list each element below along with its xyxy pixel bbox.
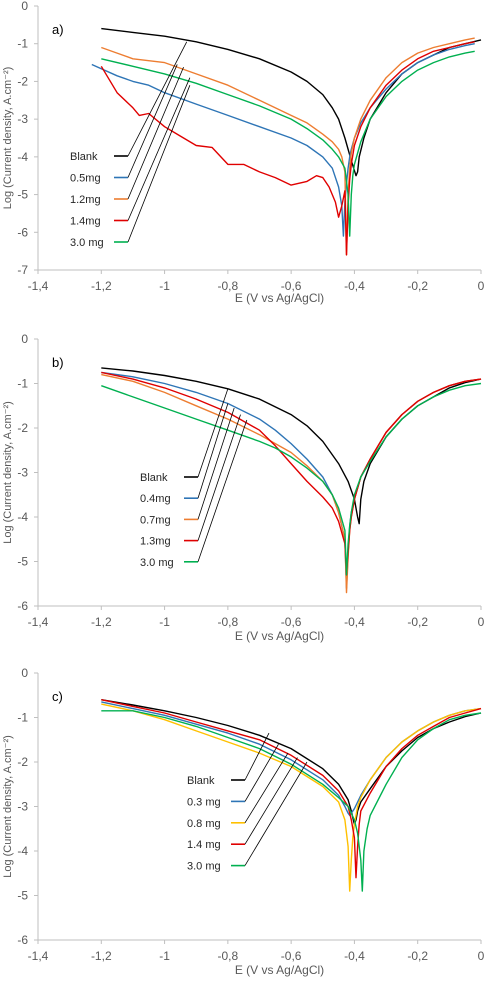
y-tick-label: 0 bbox=[21, 332, 28, 346]
y-axis-label: Log (Current density, A.cm⁻²) bbox=[2, 67, 14, 210]
y-tick-label: -7 bbox=[17, 263, 28, 277]
x-tick-label: -0,2 bbox=[407, 279, 428, 293]
series-line-1 bbox=[101, 699, 482, 825]
legend-leader-line bbox=[244, 757, 298, 845]
x-tick-label: -0,8 bbox=[218, 949, 239, 963]
legend-label: Blank bbox=[187, 775, 215, 787]
x-tick-label: -0,4 bbox=[344, 949, 365, 963]
legend-leader-line bbox=[197, 414, 241, 541]
chart-panel-3: -1,4 -1,2 -1 -0,8 -0,6 -0,4 -0,2 0 0 -1 -2 -3 -4 -5 -6… bbox=[2, 666, 484, 977]
y-tick-label: -2 bbox=[17, 74, 28, 88]
x-axis-label: E (V vs Ag/AgCl) bbox=[235, 629, 324, 643]
y-tick-label: -2 bbox=[17, 421, 28, 435]
y-tick-label: -1 bbox=[17, 711, 28, 725]
series-line-4 bbox=[100, 41, 475, 256]
y-tick-label: -4 bbox=[17, 844, 28, 858]
x-tick-label: -1 bbox=[159, 279, 170, 293]
y-tick-label: -1 bbox=[17, 377, 28, 391]
y-tick-label: -6 bbox=[17, 225, 28, 239]
legend-label: 0.8 mg bbox=[187, 818, 221, 830]
y-tick-label: -5 bbox=[17, 555, 28, 569]
y-tick-label: -4 bbox=[17, 150, 28, 164]
legend-leader-line bbox=[127, 85, 191, 243]
panel-label: c) bbox=[52, 689, 63, 704]
x-tick-label: -1,4 bbox=[28, 615, 49, 629]
y-tick-label: -3 bbox=[17, 466, 28, 480]
legend-leader-line bbox=[127, 66, 184, 200]
x-tick-label: 0 bbox=[478, 615, 484, 629]
legend-leader-line bbox=[127, 77, 191, 221]
legend-leader-line bbox=[197, 407, 235, 520]
legend-label: 0.3 mg bbox=[187, 796, 221, 808]
series-line-5 bbox=[101, 710, 482, 892]
panel-label: a) bbox=[52, 22, 64, 37]
legend-label: 1.2mg bbox=[70, 194, 101, 206]
series-line-5 bbox=[101, 382, 482, 576]
legend-leader-line bbox=[244, 761, 308, 866]
legend-label: 3.0 mg bbox=[140, 557, 174, 569]
legend-leader-line bbox=[244, 732, 270, 781]
legend-label: Blank bbox=[70, 151, 98, 163]
series-line-2 bbox=[101, 701, 482, 817]
x-tick-label: 0 bbox=[478, 279, 484, 293]
legend-leader-line bbox=[244, 752, 289, 824]
x-tick-label: -0,2 bbox=[407, 615, 428, 629]
legend-label: 0.5mg bbox=[70, 173, 101, 185]
legend-label: 0.7mg bbox=[140, 514, 171, 526]
legend-leader-line bbox=[197, 388, 229, 478]
x-tick-label: -0,6 bbox=[281, 279, 302, 293]
legend-leader-line bbox=[197, 403, 229, 499]
series-line-5 bbox=[101, 50, 475, 237]
chart-panel-2: -1,4 -1,2 -1 -0,8 -0,6 -0,4 -0,2 0 0 -1 -2 -3 -4 -5 -6… bbox=[2, 332, 484, 643]
legend-label: 3.0 mg bbox=[187, 861, 221, 873]
x-tick-label: -1 bbox=[159, 949, 170, 963]
y-tick-label: 0 bbox=[21, 666, 28, 680]
x-tick-label: -1,2 bbox=[91, 279, 112, 293]
x-axis-label: E (V vs Ag/AgCl) bbox=[235, 963, 324, 977]
y-tick-label: -3 bbox=[17, 800, 28, 814]
x-tick-label: -1,4 bbox=[28, 949, 49, 963]
y-tick-label: -1 bbox=[17, 37, 28, 51]
x-tick-label: -0,6 bbox=[281, 615, 302, 629]
y-tick-label: 0 bbox=[21, 0, 28, 13]
x-tick-label: -1 bbox=[159, 615, 170, 629]
x-tick-label: -0,8 bbox=[218, 615, 239, 629]
legend-label: Blank bbox=[140, 472, 168, 484]
panel-label: b) bbox=[52, 355, 64, 370]
y-tick-label: -4 bbox=[17, 510, 28, 524]
x-tick-label: -0,2 bbox=[407, 949, 428, 963]
series-line-4 bbox=[101, 699, 482, 879]
x-tick-label: -0,4 bbox=[344, 279, 365, 293]
legend-label: 1.4mg bbox=[70, 216, 101, 228]
x-tick-label: -0,4 bbox=[344, 615, 365, 629]
legend-leader-line bbox=[127, 41, 188, 157]
legend-label: 3.0 mg bbox=[70, 237, 104, 249]
x-tick-label: -0,6 bbox=[281, 949, 302, 963]
series-line-3 bbox=[101, 703, 482, 892]
x-tick-label: -1,2 bbox=[91, 615, 112, 629]
x-tick-label: -0,8 bbox=[218, 279, 239, 293]
legend-label: 1.3mg bbox=[140, 536, 171, 548]
y-tick-label: -6 bbox=[17, 599, 28, 613]
y-tick-label: -3 bbox=[17, 112, 28, 126]
y-tick-label: -5 bbox=[17, 889, 28, 903]
y-axis-label: Log (Current density, A.cm⁻²) bbox=[2, 735, 14, 878]
x-tick-label: -1,2 bbox=[91, 949, 112, 963]
legend-label: 0.4mg bbox=[140, 493, 171, 505]
chart-panel-1: -1,4 -1,2 -1 -0,8 -0,6 -0,4 -0,2 0 0 -1 -2 -3 -4 -5 -6… bbox=[2, 0, 484, 305]
y-tick-label: -6 bbox=[17, 933, 28, 947]
series-line-2 bbox=[91, 43, 475, 237]
x-axis-label: E (V vs Ag/AgCl) bbox=[235, 291, 324, 305]
legend-leader-line bbox=[197, 419, 248, 562]
y-tick-label: -5 bbox=[17, 188, 28, 202]
legend-leader-line bbox=[127, 64, 178, 178]
x-tick-label: -1,4 bbox=[28, 279, 49, 293]
legend-label: 1.4 mg bbox=[187, 839, 221, 851]
y-tick-label: -2 bbox=[17, 755, 28, 769]
y-axis-label: Log (Current density, A.cm⁻²) bbox=[2, 401, 14, 544]
x-tick-label: 0 bbox=[478, 949, 484, 963]
legend-leader-line bbox=[244, 743, 279, 802]
